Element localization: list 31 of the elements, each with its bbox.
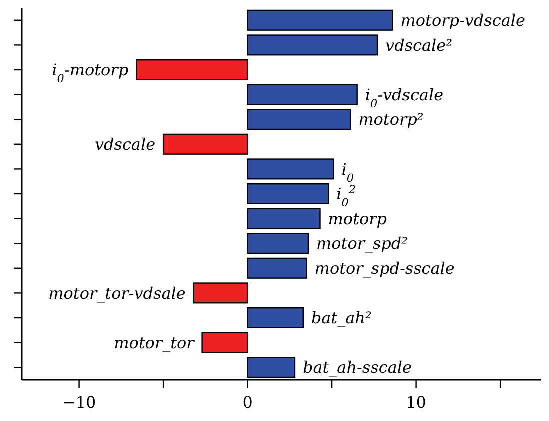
bar <box>247 84 358 106</box>
bar <box>247 258 308 279</box>
y-tick-label: i$_{0}$-vdscale <box>365 85 444 110</box>
y-tick-label: motor_tor <box>114 333 196 352</box>
bar <box>136 59 248 81</box>
bar <box>247 208 321 230</box>
y-tick-label: vdscale <box>94 135 156 154</box>
bar <box>247 158 334 180</box>
y-tick-label: i$_{0}$ <box>342 160 354 184</box>
bar <box>247 183 330 205</box>
x-tick-label: −10 <box>62 393 96 412</box>
bar <box>162 134 248 155</box>
bar <box>247 109 352 130</box>
y-tick-label: bat_ah² <box>311 308 372 328</box>
bar <box>193 282 248 304</box>
x-tick-label: 0 <box>242 393 253 412</box>
x-tick-label: 10 <box>406 393 426 412</box>
y-tick-label: motorp² <box>358 110 424 130</box>
bar <box>247 10 394 31</box>
y-tick-label: vdscale² <box>386 36 453 55</box>
bar <box>247 307 304 329</box>
y-tick-label: motorp <box>328 209 388 228</box>
y-tick-label: motor_spd² <box>316 234 408 254</box>
y-tick-label: bat_ah-sscale <box>302 358 412 378</box>
y-tick-label: i$_{0}$-motorp <box>52 60 129 86</box>
y-tick-label: motor_tor-vdsale <box>48 284 186 303</box>
bar <box>247 233 310 254</box>
bar <box>202 332 248 354</box>
y-tick-label: motorp-vdscale <box>400 11 526 30</box>
bar <box>247 34 378 56</box>
y-tick-label: motor_spd-sscale <box>314 259 455 278</box>
